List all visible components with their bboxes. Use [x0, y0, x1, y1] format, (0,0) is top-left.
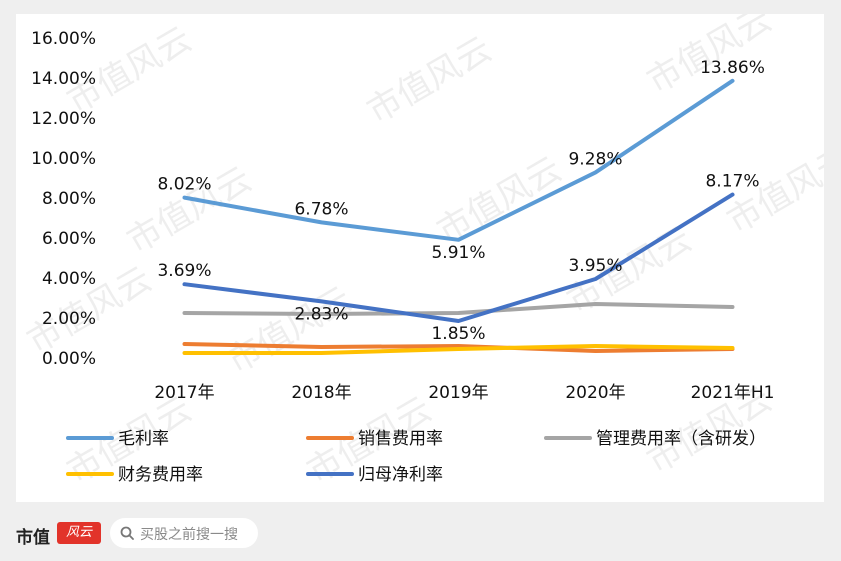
brand-logo-badge: 风云: [57, 522, 101, 544]
y-tick-label: 8.00%: [42, 189, 96, 209]
data-labels: 8.02% 6.78% 5.91% 9.28% 13.86% 3.69% 2.83% 1.85…: [157, 58, 764, 344]
data-label: 9.28%: [568, 149, 622, 169]
legend-label: 归母净利率: [358, 465, 443, 485]
chart-card: 市值风云 市值风云 市值风云 市值风云 市值风云 市值风云 市值风云 市值风云 市值风云 市值风云…: [16, 14, 824, 502]
search-icon: [120, 526, 134, 540]
legend: 毛利率 销售费用率 管理费用率（含研发） 财务费用率 归母净利率: [66, 429, 766, 485]
y-tick-label: 4.00%: [42, 269, 96, 289]
y-tick-label: 14.00%: [31, 69, 96, 89]
y-tick-label: 2.00%: [42, 309, 96, 329]
watermark-text: 市值风云: [361, 29, 499, 132]
data-label: 13.86%: [700, 58, 765, 78]
x-tick-label: 2020年: [565, 383, 625, 403]
y-tick-label: 0.00%: [42, 349, 96, 369]
data-label: 6.78%: [294, 199, 348, 219]
x-tick-label: 2018年: [291, 383, 351, 403]
series-line: [182, 192, 735, 323]
data-label: 2.83%: [294, 304, 348, 324]
y-tick-label: 12.00%: [31, 109, 96, 129]
legend-label: 财务费用率: [118, 465, 203, 485]
series-line: [182, 342, 735, 353]
legend-label: 毛利率: [118, 429, 169, 449]
y-tick-label: 16.00%: [31, 29, 96, 49]
data-label: 5.91%: [431, 243, 485, 263]
data-label: 3.69%: [157, 261, 211, 281]
watermark-text: 市值风云: [431, 149, 569, 252]
search-placeholder: 买股之前搜一搜: [140, 527, 238, 543]
search-box[interactable]: 买股之前搜一搜: [110, 518, 258, 548]
legend-label: 管理费用率（含研发）: [596, 429, 766, 449]
x-tick-label: 2019年: [428, 383, 488, 403]
series-line: [182, 344, 735, 355]
y-axis-ticks: 0.00% 2.00% 4.00% 6.00% 8.00% 10.00% 12.00% 14.…: [31, 29, 96, 369]
y-tick-label: 6.00%: [42, 229, 96, 249]
x-tick-label: 2021年H1: [691, 383, 775, 403]
legend-label: 销售费用率: [358, 429, 443, 449]
footer-bar: 市值 风云 买股之前搜一搜: [0, 515, 841, 555]
brand-name: 市值: [16, 528, 50, 548]
data-label: 8.02%: [157, 175, 211, 195]
watermark-text: 市值风云: [221, 279, 359, 382]
y-tick-label: 10.00%: [31, 149, 96, 169]
series-lines: [182, 78, 735, 355]
x-axis-ticks: 2017年 2018年 2019年 2020年 2021年H1: [154, 383, 774, 403]
series-line: [182, 78, 735, 242]
data-label: 8.17%: [705, 172, 759, 192]
series-line: [182, 302, 735, 316]
data-label: 3.95%: [568, 256, 622, 276]
x-tick-label: 2017年: [154, 383, 214, 403]
data-label: 1.85%: [431, 324, 485, 344]
